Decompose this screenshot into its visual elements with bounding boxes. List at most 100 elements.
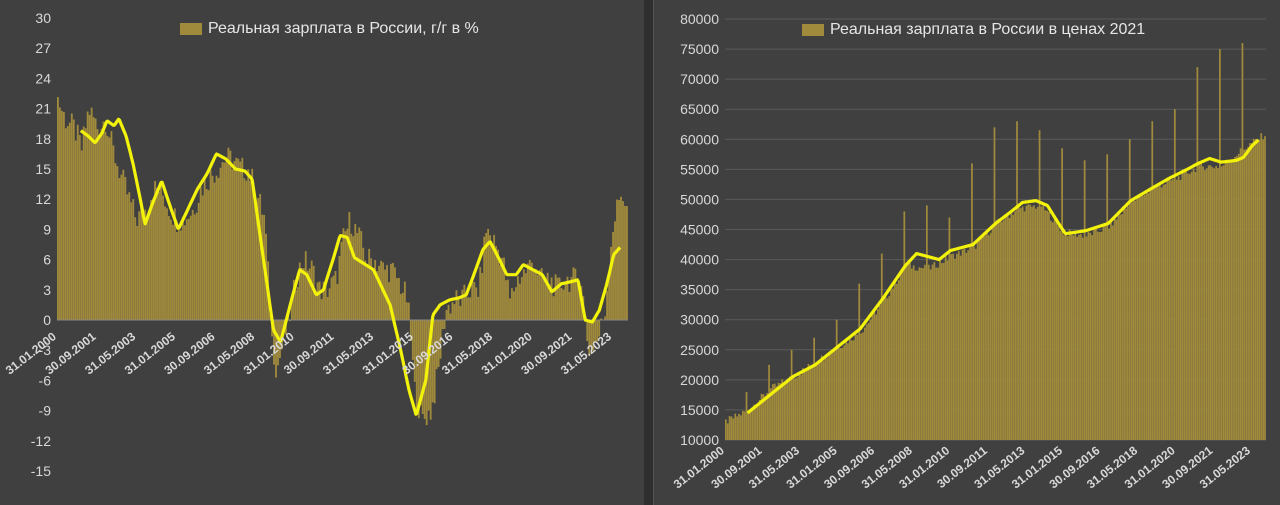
bar bbox=[92, 117, 95, 320]
bar bbox=[920, 267, 923, 440]
bar bbox=[1087, 231, 1090, 440]
bar bbox=[524, 273, 527, 320]
bar bbox=[570, 277, 573, 320]
bar bbox=[833, 350, 836, 440]
bar bbox=[1034, 208, 1037, 440]
bar bbox=[942, 262, 945, 440]
bar bbox=[1018, 206, 1020, 440]
bar bbox=[1083, 160, 1086, 441]
bar bbox=[495, 245, 497, 320]
bar bbox=[156, 187, 158, 320]
bar bbox=[1249, 143, 1251, 441]
bar bbox=[1117, 215, 1120, 440]
bar bbox=[740, 415, 742, 440]
bar bbox=[1033, 205, 1035, 440]
bar bbox=[185, 219, 188, 320]
bar bbox=[839, 348, 842, 440]
bar bbox=[1190, 171, 1193, 440]
bar bbox=[974, 248, 977, 440]
bar bbox=[1093, 229, 1095, 440]
y-tick-label: -9 bbox=[39, 403, 52, 419]
bar bbox=[734, 413, 737, 440]
bar bbox=[997, 218, 1000, 440]
bar bbox=[330, 277, 333, 320]
bar bbox=[1100, 231, 1103, 440]
bar bbox=[961, 249, 964, 440]
bar bbox=[590, 320, 593, 347]
bar bbox=[152, 199, 154, 320]
bar bbox=[1096, 231, 1099, 440]
bar bbox=[937, 267, 939, 440]
yoy-wage-chart: 302724211815129630-3-6-9-12-1531.01.2000… bbox=[3, 10, 628, 479]
bar bbox=[255, 200, 258, 320]
bar bbox=[817, 363, 819, 440]
bar bbox=[380, 260, 383, 320]
bar bbox=[781, 379, 784, 440]
bar bbox=[1121, 214, 1124, 440]
bar bbox=[862, 332, 864, 440]
bar bbox=[566, 276, 569, 320]
bar bbox=[98, 136, 101, 320]
bar bbox=[848, 337, 851, 440]
bar bbox=[249, 180, 252, 320]
bar bbox=[300, 268, 303, 320]
bar bbox=[779, 383, 782, 440]
bar bbox=[162, 195, 164, 320]
bar bbox=[362, 247, 365, 320]
bar bbox=[310, 260, 313, 320]
bar bbox=[1151, 121, 1154, 440]
bar bbox=[811, 366, 814, 440]
bar bbox=[60, 110, 63, 320]
bar bbox=[1125, 208, 1127, 440]
bar bbox=[1162, 184, 1165, 440]
bar bbox=[1106, 154, 1109, 441]
bar bbox=[463, 284, 466, 320]
bar bbox=[1243, 149, 1246, 440]
legend-left: Реальная зарплата в России, г/г в % bbox=[180, 20, 479, 38]
bar bbox=[217, 177, 220, 320]
bar bbox=[991, 225, 994, 440]
bar bbox=[177, 230, 180, 320]
bar bbox=[138, 211, 141, 320]
bar bbox=[905, 265, 908, 440]
bar bbox=[203, 178, 206, 320]
bar bbox=[1228, 162, 1231, 440]
bar bbox=[158, 191, 160, 320]
bar bbox=[181, 216, 184, 320]
bar bbox=[1042, 203, 1045, 440]
bar bbox=[1213, 168, 1216, 440]
bar bbox=[1158, 185, 1161, 440]
y-tick-label: 24 bbox=[35, 70, 51, 86]
bar bbox=[64, 128, 67, 320]
bar bbox=[1142, 195, 1144, 440]
bar bbox=[929, 269, 932, 440]
bar bbox=[884, 295, 887, 440]
bar bbox=[451, 302, 454, 320]
y-tick-label: 65000 bbox=[680, 101, 719, 117]
bar bbox=[931, 264, 934, 440]
bar bbox=[467, 297, 470, 320]
bar bbox=[431, 320, 434, 403]
bar bbox=[175, 231, 178, 320]
bar bbox=[136, 225, 139, 320]
bar bbox=[179, 230, 182, 320]
bar bbox=[830, 353, 832, 440]
bar bbox=[485, 233, 488, 320]
bar bbox=[237, 158, 240, 320]
bar bbox=[856, 334, 859, 440]
bar bbox=[612, 231, 614, 320]
bar bbox=[501, 257, 503, 320]
bar bbox=[732, 418, 735, 440]
bar bbox=[562, 289, 565, 320]
bar bbox=[939, 260, 941, 440]
bar bbox=[771, 384, 774, 440]
bar bbox=[88, 114, 91, 320]
bar bbox=[509, 298, 511, 320]
bar bbox=[786, 378, 789, 440]
bar bbox=[534, 269, 537, 320]
trend-line bbox=[79, 117, 622, 416]
bar bbox=[84, 128, 87, 320]
bar bbox=[130, 202, 133, 320]
bar bbox=[526, 263, 529, 320]
bar bbox=[886, 298, 889, 440]
